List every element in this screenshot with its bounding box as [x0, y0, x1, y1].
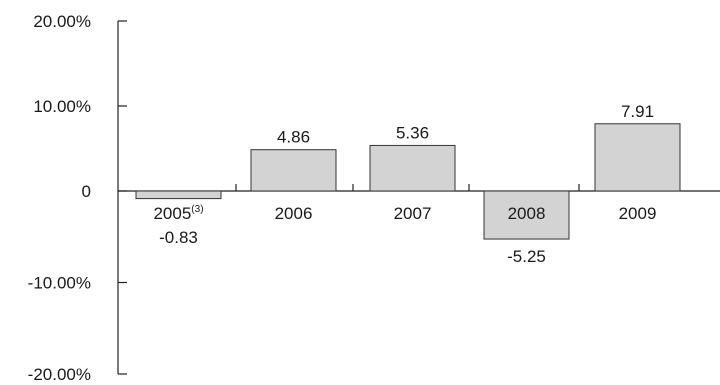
- category-label: 2005(3): [153, 204, 203, 223]
- data-labels: -0.83 4.86 5.36 -5.25 7.91: [159, 102, 654, 266]
- x-ticks: [235, 184, 580, 191]
- data-label: -0.83: [159, 228, 198, 247]
- y-tick-label: 10.00%: [33, 97, 91, 116]
- bar-2005: [135, 190, 222, 200]
- y-tick-label: -10.00%: [28, 274, 91, 293]
- category-label: 2008: [508, 204, 546, 223]
- data-label: -5.25: [507, 247, 546, 266]
- data-label: 4.86: [277, 128, 310, 147]
- bar-2007: [369, 144, 456, 192]
- category-label: 2006: [275, 204, 313, 223]
- bar-2008: [483, 190, 570, 240]
- category-label: 2007: [394, 204, 432, 223]
- y-tick-label: -20.00%: [28, 365, 91, 384]
- category-label: 2009: [619, 204, 657, 223]
- category-labels: 2005(3) 2006 2007 2008 2009: [153, 204, 656, 223]
- data-label: 5.36: [396, 123, 429, 142]
- y-tick-label: 20.00%: [33, 12, 91, 31]
- y-tick-label: 0: [82, 182, 91, 201]
- y-tick-labels: 20.00% 10.00% 0 -10.00% -20.00%: [28, 12, 91, 384]
- y-ticks: [118, 20, 127, 375]
- bar-2009: [594, 123, 681, 192]
- bar-2006: [250, 149, 337, 192]
- bars: [135, 123, 681, 240]
- data-label: 7.91: [621, 102, 654, 121]
